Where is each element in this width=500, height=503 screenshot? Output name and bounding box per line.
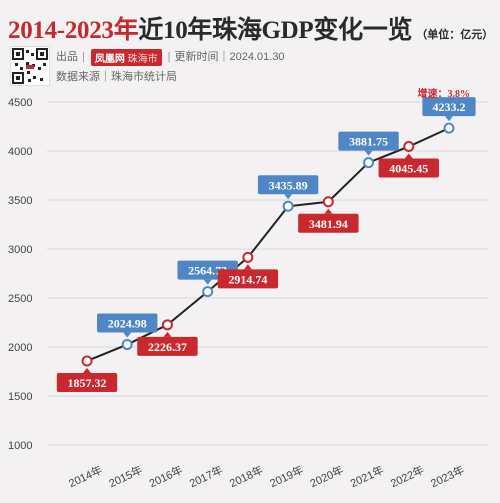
data-label: 2024.98 [97,313,158,338]
data-label: 4233.2 [422,97,476,122]
x-tick-label: 2022年 [388,463,426,491]
data-label: 2914.74 [217,264,279,289]
x-tick-label: 2021年 [348,463,386,491]
data-point [363,157,375,169]
data-label: 2564.73 [177,260,238,285]
x-tick-label: 2017年 [187,463,225,491]
data-label-text: 2564.73 [188,264,227,278]
update-time: 更新时间｜2024.01.30 [174,51,285,63]
data-label-text: 4233.2 [433,100,466,114]
data-label: 3481.94 [298,208,359,233]
y-tick-label: 2000 [8,342,32,354]
title-text: 近10年珠海GDP变化一览 [138,17,413,44]
data-point [242,251,254,263]
publisher-logo: 凤凰网 珠海市 [90,48,162,66]
data-label-box [338,131,399,151]
data-point [443,122,455,134]
x-tick-label: 2020年 [308,463,346,491]
data-point [81,355,93,367]
data-label-box [422,97,476,117]
data-point [161,319,173,331]
y-tick-label: 1000 [8,440,32,452]
y-tick-label: 1500 [8,391,32,403]
unit-label: （单位：亿元） [416,29,494,41]
data-label-box [56,372,118,392]
data-label-text: 3481.94 [309,217,348,231]
data-label: 3435.89 [257,175,319,200]
data-label-pointer [203,279,212,285]
data-label-text: 2914.74 [228,272,267,286]
data-label-pointer [404,153,413,159]
data-label: 4045.45 [378,153,439,178]
y-tick-label: 2500 [8,293,32,305]
data-label: 2226.37 [137,331,198,356]
data-label-text: 3881.75 [349,135,388,149]
x-tick-label: 2016年 [147,463,185,491]
source-prefix: 出品 [56,51,78,63]
data-label-text: 4045.45 [389,162,428,176]
y-tick-label: 4000 [8,146,32,158]
y-tick-label: 3000 [8,244,32,256]
y-tick-label: 3500 [8,195,32,207]
data-label-pointer [243,264,252,270]
x-tick-label: 2015年 [106,463,144,491]
data-label-pointer [364,150,373,156]
data-point [121,339,133,351]
data-label-box [257,175,319,195]
data-label-pointer [83,367,91,373]
data-point [322,196,334,208]
data-label-pointer [445,116,453,122]
data-label-text: 2226.37 [148,340,187,354]
data-label-text: 1857.32 [68,376,107,390]
series-line [86,127,450,362]
title-year-range: 2014-2023年 [8,17,139,44]
chart-title: 2014-2023年近10年珠海GDP变化一览 （单位：亿元） [8,10,493,46]
data-label-box [378,158,439,178]
x-tick-label: 2018年 [227,463,265,491]
data-label-pointer [324,208,333,214]
x-tick-label: 2023年 [428,463,466,491]
data-label-pointer [163,331,172,337]
data-label-pointer [123,332,132,338]
x-tick-label: 2014年 [66,463,104,491]
data-label-box [217,269,279,289]
growth-annotation: 增速：3.8% [418,87,471,100]
data-label-text: 2024.98 [108,317,147,331]
data-source: 数据来源｜珠海市统计局 [56,71,177,83]
x-tick-label: 2019年 [267,463,305,491]
data-label-box [298,213,359,233]
data-point [403,141,415,153]
data-point [282,200,294,212]
data-label: 1857.32 [56,367,118,392]
data-point [202,286,214,298]
meta-line-1: 出品 | 凤凰网 珠海市 | 更新时间｜2024.01.30 [56,48,285,66]
data-label-box [97,313,158,333]
data-label: 3881.75 [338,131,399,156]
qr-code [10,46,50,86]
y-tick-label: 4500 [8,97,32,109]
data-label-pointer [284,194,293,200]
data-label-text: 3435.89 [269,178,308,192]
data-label-box [137,336,198,356]
